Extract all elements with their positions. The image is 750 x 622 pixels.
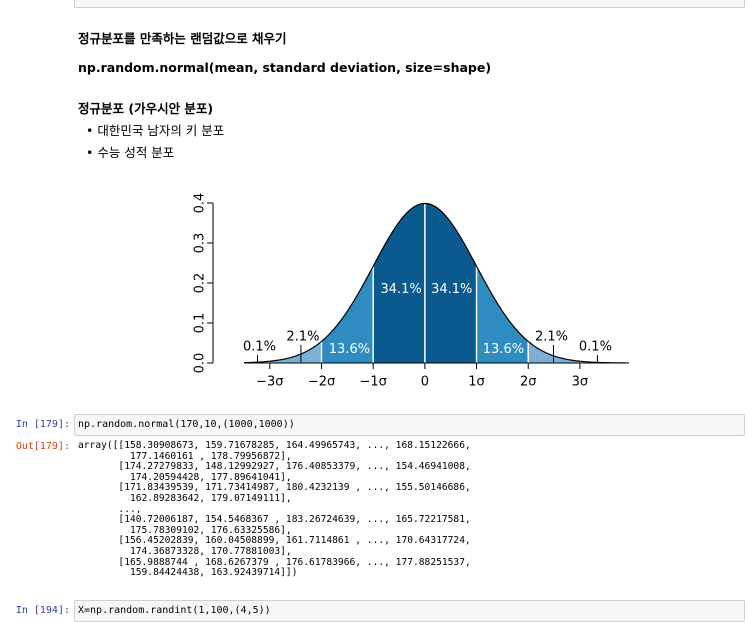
region-label: 0.1% xyxy=(579,340,612,355)
md-subheading: 정규분포 (가우시안 분포) xyxy=(78,101,214,116)
region-label: 2.1% xyxy=(286,330,319,345)
x-tick-label: 2σ xyxy=(520,375,537,390)
output: array([[158.30908673, 159.71678285, 164.… xyxy=(78,440,471,579)
region xyxy=(528,341,580,363)
region-label: 0.1% xyxy=(243,340,276,355)
y-tick-label: 0.2 xyxy=(193,273,208,294)
in-prompt: In [179]: xyxy=(15,419,70,430)
x-tick-label: −1σ xyxy=(359,375,386,390)
md-heading: 정규분포를 만족하는 랜덤값으로 채우기 xyxy=(78,31,287,46)
y-tick-label: 0.3 xyxy=(193,233,208,254)
prev-cell xyxy=(74,0,745,8)
density-curve xyxy=(243,202,630,364)
x-tick-label: −3σ xyxy=(256,375,283,390)
y-tick-label: 0.4 xyxy=(193,193,208,214)
x-tick-label: 1σ xyxy=(468,375,485,390)
region-label: 34.1% xyxy=(431,282,472,297)
in-prompt: In [194]: xyxy=(15,605,70,616)
x-tick-label: 3σ xyxy=(572,375,589,390)
region-label: 34.1% xyxy=(380,282,421,297)
region-label: 13.6% xyxy=(483,342,524,357)
md-bullet: 대한민국 남자의 키 분포 xyxy=(86,120,224,139)
y-tick-label: 0.1 xyxy=(193,313,208,334)
code-input[interactable]: np.random.normal(170,10,(1000,1000)) xyxy=(74,414,745,436)
x-tick-label: 0 xyxy=(421,375,429,390)
code-input[interactable]: X=np.random.randint(1,100,(4,5)) xyxy=(74,600,745,622)
region-label: 13.6% xyxy=(329,342,370,357)
md-bullet: 수능 성적 분포 xyxy=(86,142,174,161)
normal-chart: 0.1% 2.1% 13.6% 34.1% 34.1% 13.6% 2.1% 0.1% 0.0 0… xyxy=(193,193,630,390)
x-tick-label: −2σ xyxy=(308,375,335,390)
md-code-line: np.random.normal(mean, standard deviatio… xyxy=(78,60,492,75)
y-tick-label: 0.0 xyxy=(193,353,208,374)
out-prompt: Out[179]: xyxy=(15,441,70,452)
region-label: 2.1% xyxy=(535,330,568,345)
region xyxy=(269,341,322,363)
